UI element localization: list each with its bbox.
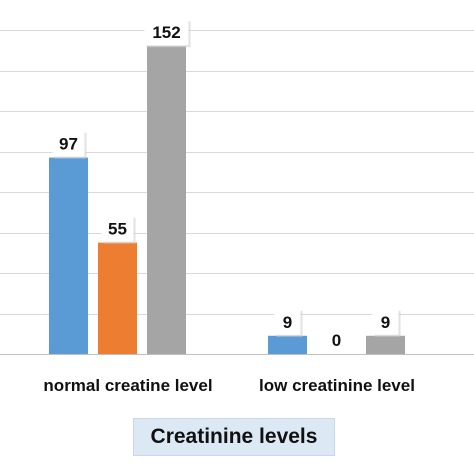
x-axis-title: Creatinine levels <box>133 418 335 456</box>
data-label-box <box>101 215 134 242</box>
data-label: 9 <box>381 313 390 332</box>
bar <box>49 157 88 354</box>
bar <box>366 335 405 354</box>
data-label-box <box>52 130 85 157</box>
category-tick-label: low creatinine level <box>259 376 415 395</box>
data-label: 0 <box>332 331 341 350</box>
data-label-box <box>372 308 399 335</box>
data-label: 97 <box>59 135 78 154</box>
bar <box>268 335 307 354</box>
data-label: 55 <box>108 220 127 239</box>
bar <box>147 46 186 354</box>
data-label: 152 <box>152 23 180 42</box>
bar <box>98 242 137 354</box>
data-label-box <box>144 19 189 46</box>
data-label-box <box>274 308 301 335</box>
category-tick-label: normal creatine level <box>43 376 212 395</box>
data-label: 9 <box>283 313 292 332</box>
